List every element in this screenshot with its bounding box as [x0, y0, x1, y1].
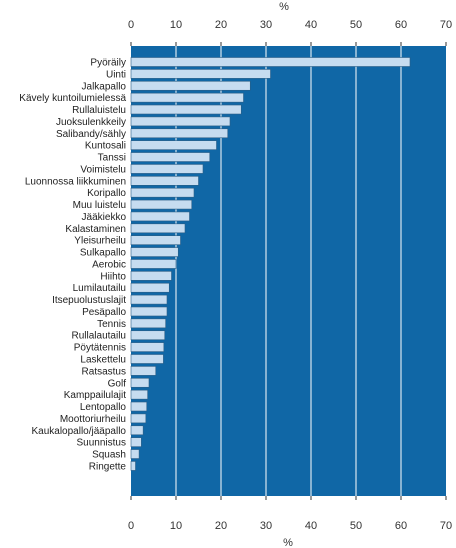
bottom-tick-label: 70 [440, 520, 452, 532]
category-label: Pesäpallo [82, 307, 126, 318]
bar-18 [130, 259, 177, 269]
bottom-tick-label: 50 [350, 520, 362, 532]
bar-31 [130, 413, 147, 424]
bar-33 [130, 437, 142, 447]
category-label: Squash [92, 450, 126, 461]
bar-26 [130, 354, 164, 364]
category-label: Yleisurheilu [74, 236, 126, 247]
category-label: Tennis [97, 319, 126, 330]
bar-34 [130, 449, 140, 459]
bottom-tick-label: 30 [260, 520, 272, 532]
category-label: Ratsastus [82, 366, 126, 377]
bar-29 [130, 389, 148, 400]
top-tick-label: 30 [260, 19, 272, 31]
bar-35 [130, 461, 136, 471]
category-label: Hiihto [100, 271, 126, 282]
category-label: Jääkiekko [82, 212, 127, 223]
bar-12 [130, 187, 195, 198]
category-label: Voimistelu [80, 164, 126, 175]
bottom-tick-label: 40 [305, 520, 317, 532]
category-label: Uinti [106, 69, 126, 80]
bar-7 [130, 128, 229, 139]
bar-13 [130, 199, 193, 210]
bottom-tick-label: 20 [215, 520, 227, 532]
top-tick-label: 60 [395, 19, 407, 31]
top-tick-label: 40 [305, 19, 317, 31]
bar-8 [130, 140, 217, 150]
category-label: Kalastaminen [65, 224, 126, 235]
bar-9 [130, 152, 211, 162]
bar-25 [130, 342, 165, 352]
bar-11 [130, 176, 199, 186]
bottom-tick-label: 0 [128, 520, 134, 532]
bar-30 [130, 401, 148, 412]
category-label: Laskettelu [80, 355, 126, 366]
top-axis-title: % [279, 1, 289, 13]
bar-1 [130, 57, 411, 67]
bar-2 [130, 69, 271, 79]
bar-17 [130, 247, 179, 257]
bar-4 [130, 92, 244, 103]
category-label: Luonnossa liikkuminen [25, 176, 126, 187]
category-label: Lentopallo [80, 402, 127, 413]
category-label: Koripallo [87, 188, 126, 199]
bottom-axis-title: % [283, 537, 293, 548]
top-tick-label: 20 [215, 19, 227, 31]
bottom-tick-label: 10 [170, 520, 182, 532]
bar-10 [130, 164, 204, 174]
bar-28 [130, 377, 150, 388]
category-label: Suunnistus [77, 438, 126, 449]
category-label: Golf [108, 378, 127, 389]
top-tick-label: 10 [170, 19, 182, 31]
category-label: Kuntosali [85, 141, 126, 152]
bar-6 [130, 116, 231, 127]
bar-19 [130, 271, 172, 281]
category-label: Juoksulenkkeily [56, 117, 126, 128]
bar-5 [130, 104, 242, 115]
bar-21 [130, 294, 168, 305]
bar-32 [130, 425, 144, 436]
category-label: Muu luistelu [73, 200, 126, 211]
category-label: Salibandy/sähly [56, 129, 126, 140]
bar-16 [130, 235, 181, 245]
bottom-tick-label: 60 [395, 520, 407, 532]
category-label: Itsepuolustuslajit [52, 295, 126, 306]
category-label: Lumilautailu [73, 283, 126, 294]
bar-24 [130, 330, 166, 341]
bar-23 [130, 318, 166, 329]
category-label: Ringette [89, 461, 127, 472]
top-tick-label: 70 [440, 19, 452, 31]
category-label: Kamppailulajit [64, 390, 126, 401]
bar-27 [130, 366, 157, 376]
category-label: Kävely kuntoilumielessä [19, 93, 126, 104]
category-label: Rullalautailu [72, 331, 126, 342]
bar-20 [130, 282, 170, 293]
category-label: Tanssi [98, 153, 126, 164]
bar-3 [130, 80, 251, 91]
category-label: Rullaluistelu [72, 105, 126, 116]
category-label: Pyöräily [90, 58, 126, 69]
top-tick-label: 0 [128, 19, 134, 31]
category-label: Pöytätennis [74, 343, 126, 354]
top-tick-label: 50 [350, 19, 362, 31]
category-label: Aerobic [92, 259, 126, 270]
category-label: Kaukalopallo/jääpallo [31, 426, 126, 437]
category-label: Jalkapallo [82, 81, 127, 92]
category-label: Moottoriurheilu [60, 414, 126, 425]
bar-15 [130, 223, 186, 234]
bar-14 [130, 211, 190, 222]
bar-22 [130, 306, 168, 317]
category-label: Sulkapallo [80, 248, 127, 259]
